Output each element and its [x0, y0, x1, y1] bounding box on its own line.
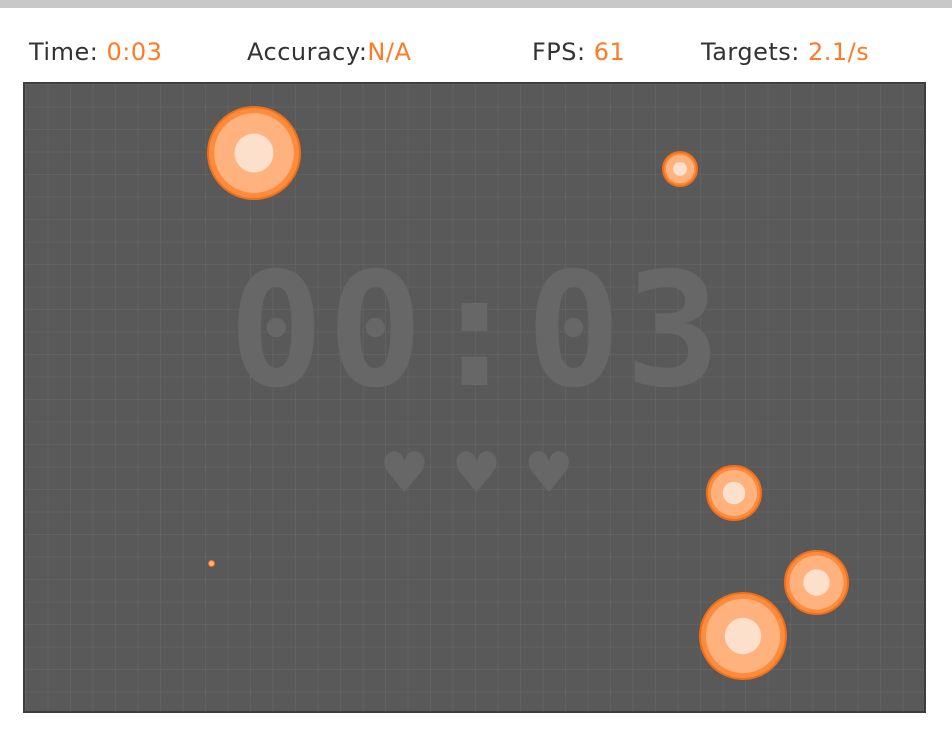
browser-top-strip [0, 0, 952, 8]
targets-stat: Targets: 2.1/s [701, 38, 869, 66]
time-stat: Time: 0:03 [29, 38, 162, 66]
fps-stat: FPS: 61 [532, 38, 625, 66]
target[interactable] [784, 550, 849, 615]
lives-display: ♥♥♥ [25, 441, 924, 506]
countdown-display: 00:03 [228, 239, 725, 423]
fps-value: 61 [593, 38, 626, 66]
heart-icon: ♥ [523, 441, 596, 506]
fps-label: FPS: [532, 38, 586, 66]
accuracy-stat: Accuracy:N/A [247, 38, 411, 66]
accuracy-value: N/A [367, 38, 412, 66]
time-label: Time: [29, 38, 99, 66]
game-arena[interactable]: 00:03 ♥♥♥ [23, 82, 926, 713]
heart-icon: ♥ [379, 441, 452, 506]
targets-value: 2.1/s [807, 38, 870, 66]
targets-label: Targets: [701, 38, 800, 66]
target[interactable] [662, 151, 698, 187]
target[interactable] [207, 106, 301, 200]
heart-icon: ♥ [451, 441, 524, 506]
hud-stats-bar: Time: 0:03 Accuracy:N/A FPS: 61 Targets:… [0, 38, 952, 74]
accuracy-label: Accuracy: [247, 38, 368, 66]
target[interactable] [208, 560, 215, 567]
target[interactable] [699, 592, 787, 680]
time-value: 0:03 [106, 38, 163, 66]
target[interactable] [706, 465, 762, 521]
